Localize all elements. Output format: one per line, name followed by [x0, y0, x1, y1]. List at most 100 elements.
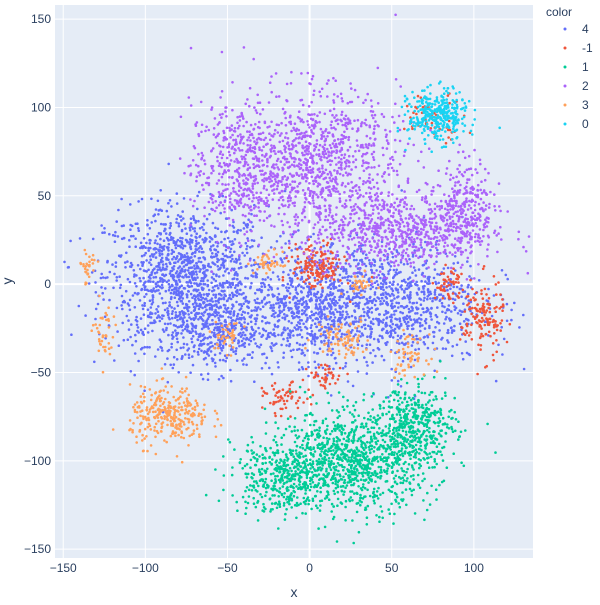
data-point [157, 305, 160, 308]
data-point [243, 357, 246, 360]
data-point [379, 493, 382, 496]
data-point [373, 502, 376, 505]
data-point [319, 347, 322, 350]
data-point [379, 300, 382, 303]
data-point [326, 293, 329, 296]
data-point [276, 444, 279, 447]
data-point [447, 341, 450, 344]
data-point [221, 284, 224, 287]
data-point [302, 296, 305, 299]
data-point [391, 288, 394, 291]
data-point [340, 307, 343, 310]
data-point [399, 414, 402, 417]
data-point [329, 279, 332, 282]
data-point [469, 331, 472, 334]
data-point [348, 469, 351, 472]
data-point [522, 314, 525, 317]
data-point [435, 463, 438, 466]
data-point [171, 274, 174, 277]
data-point [261, 289, 264, 292]
data-point [373, 499, 376, 502]
data-point [175, 243, 178, 246]
data-point [375, 514, 378, 517]
data-point [280, 436, 283, 439]
data-point [382, 289, 385, 292]
data-point [283, 328, 286, 331]
data-point [418, 317, 421, 320]
data-point [415, 461, 418, 464]
data-point [413, 421, 416, 424]
data-point [243, 321, 246, 324]
data-point [243, 316, 246, 319]
data-point [301, 444, 304, 447]
data-point [342, 310, 345, 313]
data-point [316, 336, 319, 339]
data-point [352, 484, 355, 487]
data-point [316, 251, 319, 254]
data-point [252, 225, 255, 228]
data-point [434, 291, 437, 294]
data-point [284, 242, 287, 245]
data-point [312, 498, 315, 501]
data-point [337, 486, 340, 489]
data-point [351, 499, 354, 502]
data-point [242, 292, 245, 295]
data-point [263, 298, 266, 301]
data-point [222, 265, 225, 268]
data-point [392, 283, 395, 286]
data-point [373, 437, 376, 440]
data-point [210, 249, 213, 252]
data-point [396, 413, 399, 416]
data-point [419, 330, 422, 333]
data-point [402, 482, 405, 485]
data-point [406, 315, 409, 318]
data-point [468, 275, 471, 278]
data-point [330, 354, 333, 357]
data-point [201, 226, 204, 229]
data-point [355, 426, 358, 429]
data-point [357, 370, 360, 373]
data-point [482, 297, 485, 300]
data-point [317, 375, 320, 378]
data-point [219, 293, 222, 296]
data-point [349, 280, 352, 283]
data-point [426, 282, 429, 285]
data-point [168, 301, 171, 304]
data-point [278, 293, 281, 296]
data-point [260, 285, 263, 288]
data-point [381, 510, 384, 513]
data-point [225, 309, 228, 312]
data-point [317, 446, 320, 449]
data-point [389, 295, 392, 298]
data-point [186, 330, 189, 333]
data-point [408, 286, 411, 289]
data-point [336, 440, 339, 443]
data-point [345, 262, 348, 265]
data-point [199, 268, 202, 271]
data-point [102, 298, 105, 301]
data-point [354, 451, 357, 454]
data-point [177, 245, 180, 248]
data-point [250, 309, 253, 312]
data-point [265, 421, 268, 424]
data-point [295, 452, 298, 455]
data-point [162, 315, 165, 318]
data-point [134, 334, 137, 337]
data-point [389, 281, 392, 284]
data-point [476, 322, 479, 325]
data-point [238, 258, 241, 261]
data-point [395, 287, 398, 290]
data-point [321, 457, 324, 460]
data-point [168, 349, 171, 352]
data-point [250, 321, 253, 324]
data-point [296, 293, 299, 296]
data-point [157, 310, 160, 313]
data-point [222, 253, 225, 256]
data-point [405, 471, 408, 474]
data-point [230, 380, 233, 383]
data-point [180, 300, 183, 303]
data-point [333, 440, 336, 443]
data-point [350, 275, 353, 278]
data-point [301, 429, 304, 432]
data-point [296, 248, 299, 251]
